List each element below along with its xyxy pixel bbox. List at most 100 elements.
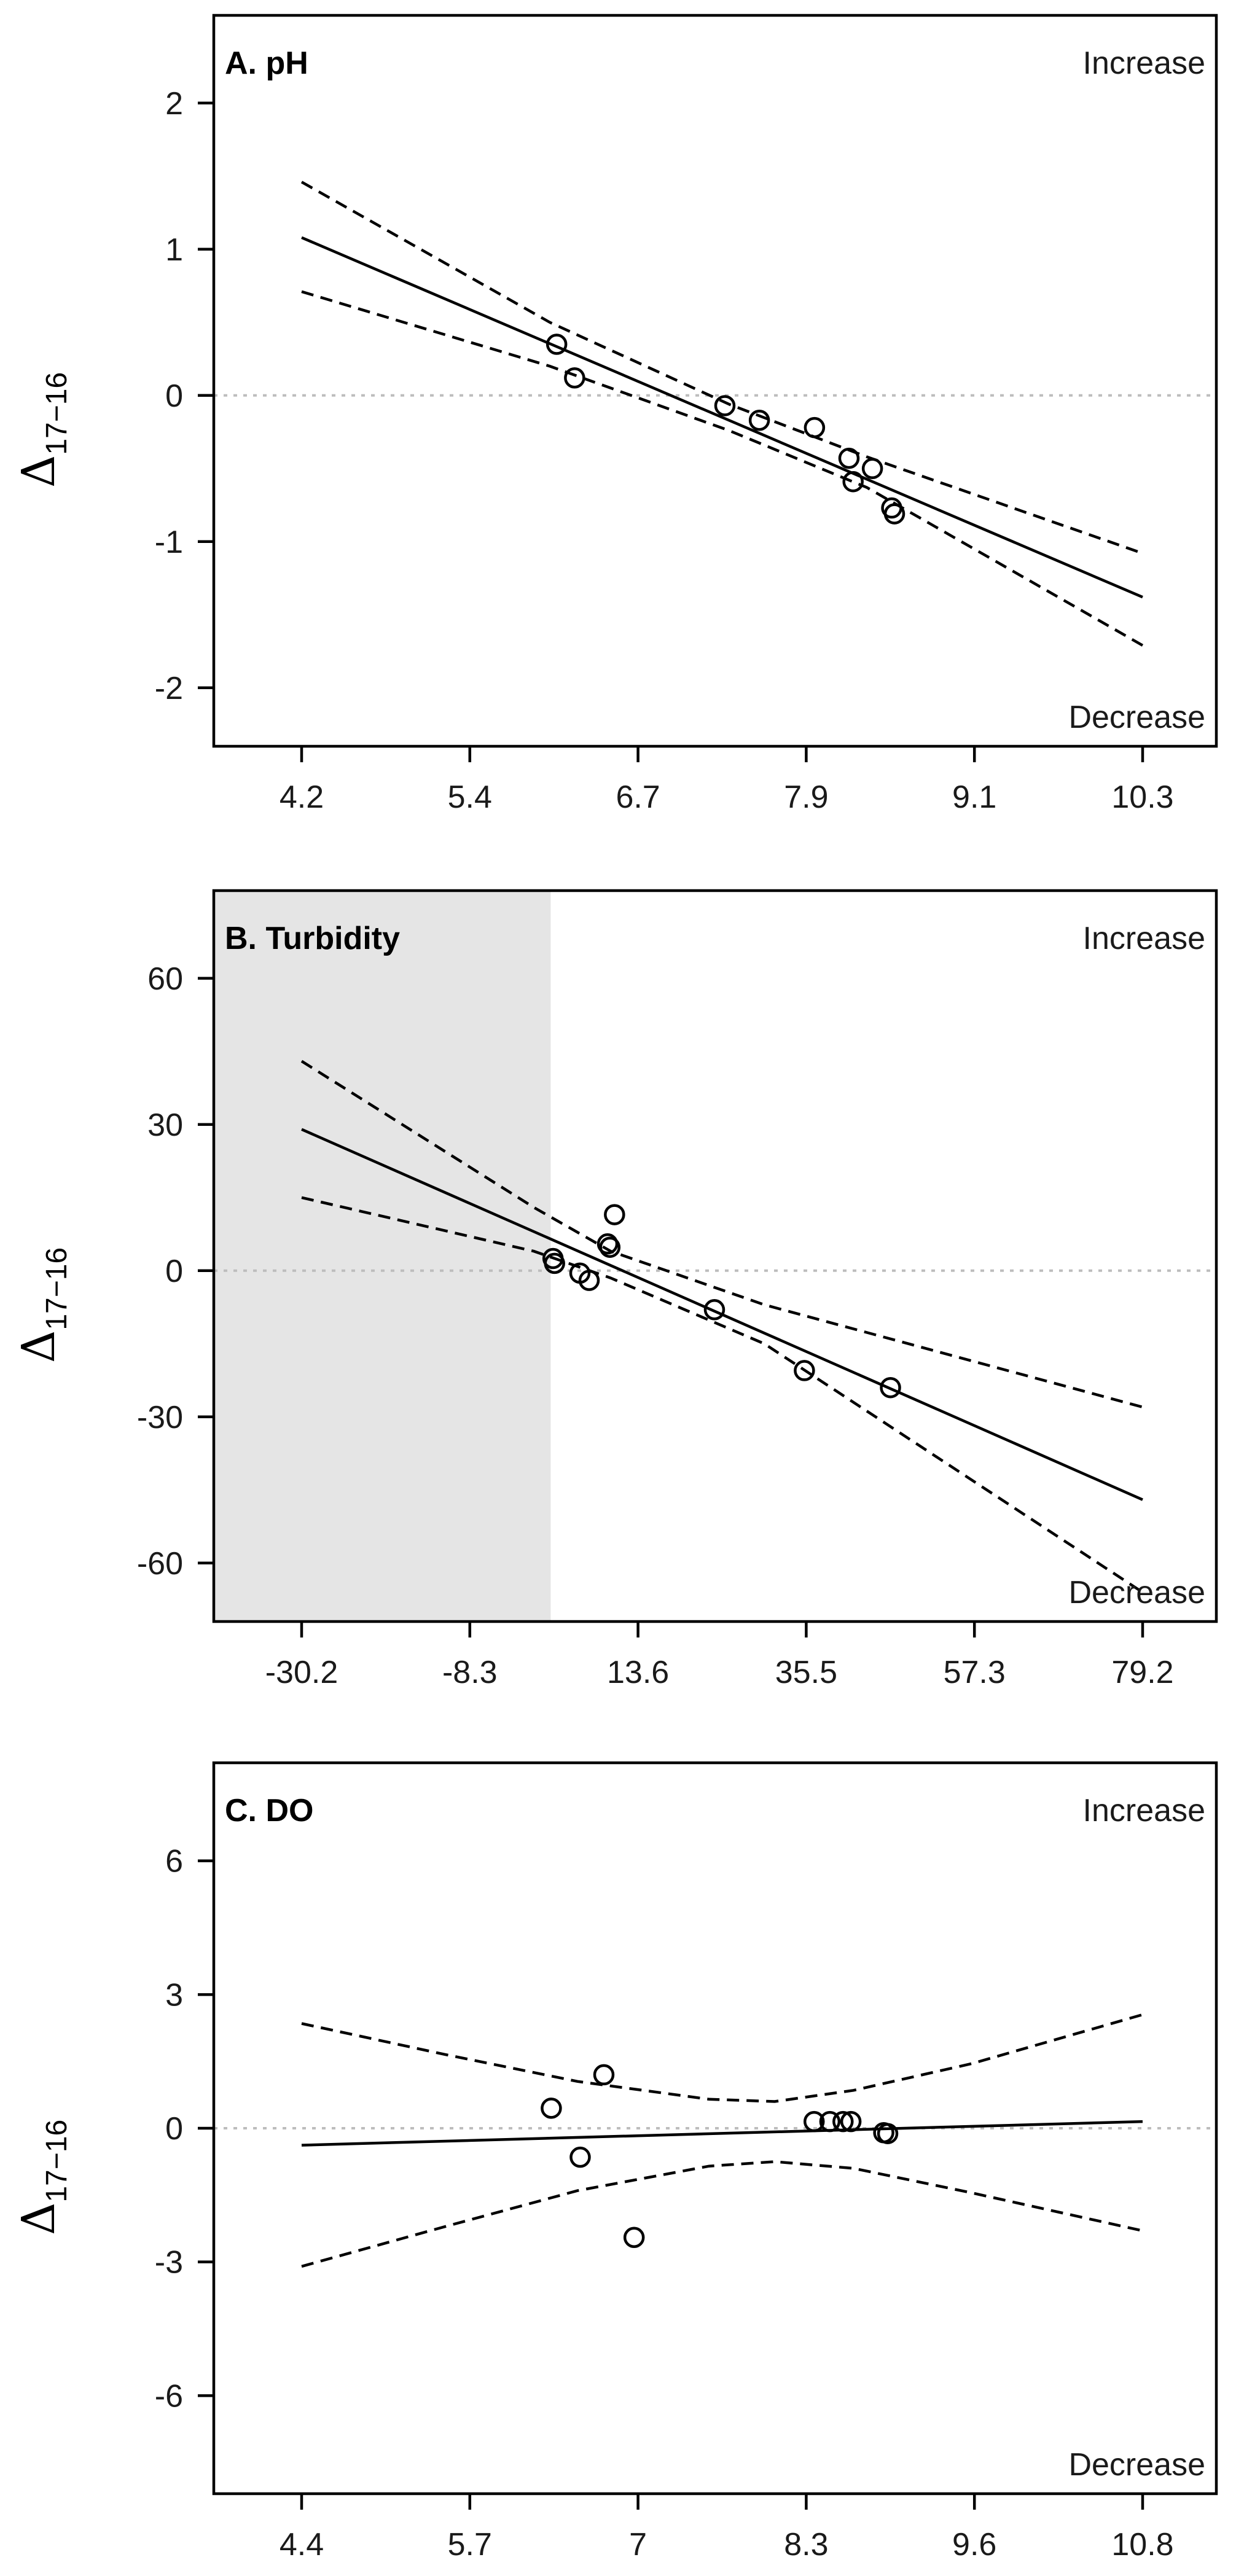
data-point-c-7 xyxy=(832,2110,854,2133)
x-tick-label-b-3: 13.6 xyxy=(607,1655,669,1690)
y-tick-label-a-5: 2 xyxy=(165,86,183,122)
panel-b: -30.2 -8.3 13.6 35.5 57.3 79.2 -60 -30 0 30 60 B.… xyxy=(12,889,1218,1690)
x-tick-label-b-2: -8.3 xyxy=(442,1655,498,1690)
y-axis-b: -60 -30 0 30 60 xyxy=(137,961,214,1582)
data-point-b-9 xyxy=(794,1360,815,1381)
y-tick-label-c-3: 0 xyxy=(165,2111,183,2147)
data-point-a-2 xyxy=(564,367,585,389)
increase-label-b: Increase xyxy=(1083,921,1205,956)
x-tick-label-c-6: 10.8 xyxy=(1111,2527,1173,2562)
data-point-b-8 xyxy=(703,1299,726,1321)
regression-line-c xyxy=(301,2120,1143,2147)
y-tick-label-b-5: 60 xyxy=(147,961,183,997)
panel-title-b: B. Turbidity xyxy=(225,921,400,956)
y-tick-label-b-2: -30 xyxy=(137,1400,183,1435)
data-point-c-4 xyxy=(623,2227,645,2249)
x-tick-label-b-4: 35.5 xyxy=(775,1655,837,1690)
ci-upper-a xyxy=(300,181,1143,555)
data-point-c-1 xyxy=(541,2098,562,2119)
data-points-c xyxy=(541,2064,899,2249)
data-point-a-1 xyxy=(546,334,568,355)
x-tick-label-a-3: 6.7 xyxy=(616,779,660,815)
y-axis-label-b: Δ17−16 xyxy=(12,1247,73,1363)
x-tick-label-b-6: 79.2 xyxy=(1111,1655,1173,1690)
y-tick-label-c-2: -3 xyxy=(155,2245,183,2281)
y-tick-label-a-3: 0 xyxy=(165,378,183,414)
panel-c: 4.4 5.7 7 8.3 9.6 10.8 -6 -3 0 3 6 C. DO Increase… xyxy=(12,1761,1218,2562)
ci-upper-c xyxy=(301,2013,1143,2103)
data-point-a-5 xyxy=(804,416,826,439)
data-point-a-3 xyxy=(714,395,736,416)
x-tick-label-c-1: 4.4 xyxy=(280,2527,324,2562)
y-label-subscript-b: 17−16 xyxy=(41,1247,73,1330)
x-axis-c: 4.4 5.7 7 8.3 9.6 10.8 xyxy=(280,2494,1174,2562)
y-label-delta-c: Δ xyxy=(12,2203,65,2235)
data-point-b-6 xyxy=(599,1236,621,1258)
data-point-c-5 xyxy=(803,2110,825,2133)
plot-frame-b xyxy=(212,889,1218,1623)
y-tick-label-b-4: 30 xyxy=(147,1107,183,1143)
data-point-a-7 xyxy=(842,470,864,493)
panel-title-a: A. pH xyxy=(225,45,308,81)
y-tick-label-c-4: 3 xyxy=(165,1977,183,2013)
data-points-b xyxy=(542,1204,901,1399)
decrease-label-b: Decrease xyxy=(1068,1575,1205,1610)
x-tick-label-a-1: 4.2 xyxy=(280,779,324,815)
x-axis-a: 4.2 5.4 6.7 7.9 9.1 10.3 xyxy=(280,746,1174,815)
y-axis-label-a: Δ17−16 xyxy=(12,372,73,488)
x-tick-label-c-5: 9.6 xyxy=(952,2527,996,2562)
shaded-region-b xyxy=(214,891,551,1622)
x-axis-b: -30.2 -8.3 13.6 35.5 57.3 79.2 xyxy=(265,1622,1174,1690)
data-point-a-10 xyxy=(883,503,905,525)
data-point-b-4 xyxy=(578,1270,600,1291)
y-axis-label-c: Δ17−16 xyxy=(12,2120,73,2235)
y-axis-c: -6 -3 0 3 6 xyxy=(155,1844,214,2414)
x-tick-label-b-1: -30.2 xyxy=(265,1655,338,1690)
data-point-b-10 xyxy=(880,1376,901,1399)
x-tick-label-a-6: 10.3 xyxy=(1111,779,1173,815)
increase-label-a: Increase xyxy=(1083,45,1205,81)
y-tick-label-b-3: 0 xyxy=(165,1254,183,1289)
y-tick-label-b-1: -60 xyxy=(137,1546,183,1582)
y-label-subscript-a: 17−16 xyxy=(41,372,73,455)
x-tick-label-c-4: 8.3 xyxy=(784,2527,828,2562)
data-point-b-5 xyxy=(596,1233,619,1255)
decrease-label-a: Decrease xyxy=(1068,700,1205,735)
y-label-subscript-c: 17−16 xyxy=(41,2120,73,2203)
x-tick-label-a-4: 7.9 xyxy=(784,779,828,815)
data-points-a xyxy=(546,334,905,525)
decrease-label-c: Decrease xyxy=(1068,2447,1205,2483)
y-label-delta-b: Δ xyxy=(12,1330,65,1363)
y-tick-label-a-2: -1 xyxy=(155,525,183,560)
plot-area-a xyxy=(214,15,1216,746)
ci-lower-b xyxy=(301,1196,1144,1594)
increase-label-c: Increase xyxy=(1083,1793,1205,1829)
regression-line-a xyxy=(301,236,1143,599)
data-point-a-4 xyxy=(748,410,770,431)
data-point-a-8 xyxy=(861,458,883,480)
y-label-delta-a: Δ xyxy=(12,455,65,488)
x-tick-label-a-5: 9.1 xyxy=(952,779,996,815)
y-tick-label-c-5: 6 xyxy=(165,1844,183,1879)
panel-a: 4.2 5.4 6.7 7.9 9.1 10.3 -2 -1 0 1 2 A. pH Increa… xyxy=(12,14,1218,815)
x-tick-label-c-3: 7 xyxy=(629,2527,647,2562)
data-point-a-6 xyxy=(838,447,860,469)
y-tick-label-a-1: -2 xyxy=(155,671,183,706)
y-tick-label-c-1: -6 xyxy=(155,2378,183,2414)
ci-lower-c xyxy=(301,2160,1143,2268)
x-tick-label-b-5: 57.3 xyxy=(944,1655,1006,1690)
x-tick-label-a-2: 5.4 xyxy=(448,779,492,815)
panel-title-c: C. DO xyxy=(225,1793,313,1829)
plot-frame-a xyxy=(212,14,1218,748)
y-axis-a: -2 -1 0 1 2 xyxy=(155,86,214,706)
data-point-b-7 xyxy=(604,1204,625,1225)
data-point-c-2 xyxy=(569,2146,591,2168)
data-point-c-8 xyxy=(840,2110,862,2133)
x-tick-label-c-2: 5.7 xyxy=(448,2527,492,2562)
data-point-c-10 xyxy=(877,2123,899,2144)
data-point-c-3 xyxy=(593,2064,615,2086)
y-tick-label-a-4: 1 xyxy=(165,232,183,268)
data-point-b-2 xyxy=(544,1252,565,1274)
data-point-c-6 xyxy=(819,2110,841,2133)
